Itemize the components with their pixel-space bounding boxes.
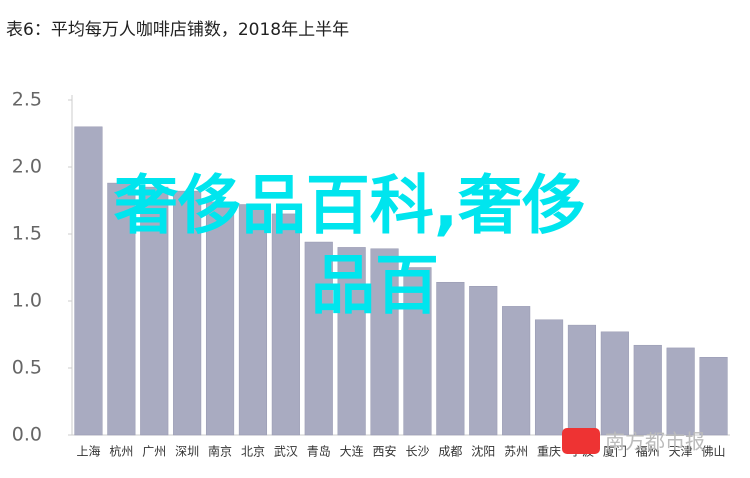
bar xyxy=(469,286,498,436)
y-tick-label: 1.5 xyxy=(12,223,42,245)
x-tick-label: 厦门 xyxy=(603,444,627,459)
bar xyxy=(699,357,728,436)
bar xyxy=(173,190,202,436)
x-tick-label: 北京 xyxy=(241,445,265,459)
x-tick-label: 重庆 xyxy=(537,445,561,459)
bar xyxy=(633,344,662,436)
bar xyxy=(271,213,300,436)
y-tick-label: 0.5 xyxy=(12,357,42,379)
bar xyxy=(304,241,333,436)
logo-badge xyxy=(562,428,600,454)
x-tick-label: 上海 xyxy=(76,444,100,459)
bar xyxy=(403,267,432,436)
x-tick-label: 深圳 xyxy=(175,445,199,459)
bar xyxy=(567,324,597,436)
x-tick-label: 广州 xyxy=(142,445,166,459)
x-tick-label: 天津 xyxy=(669,445,693,459)
chart-title: 表6：平均每万人咖啡店铺数，2018年上半年 xyxy=(6,20,349,40)
y-tick-label: 1.0 xyxy=(12,290,42,312)
bar xyxy=(370,248,399,436)
x-tick-label: 武汉 xyxy=(274,445,298,459)
x-tick-label: 沈阳 xyxy=(471,444,495,459)
x-tick-label: 西安 xyxy=(373,444,397,459)
bar xyxy=(140,186,169,436)
bar xyxy=(107,182,136,436)
watermark: 品百 xyxy=(311,250,439,324)
x-tick-label: 福州 xyxy=(636,444,660,459)
bar xyxy=(502,306,531,436)
bar xyxy=(600,331,629,436)
y-tick-label: 0.0 xyxy=(12,424,42,446)
watermark: 奢侈品百科,奢侈 xyxy=(114,170,586,244)
bar xyxy=(337,247,366,436)
x-tick-label: 成都 xyxy=(438,445,462,459)
x-tick-label: 苏州 xyxy=(504,445,528,459)
y-tick-label: 2.5 xyxy=(12,89,42,111)
y-tick-label: 2.0 xyxy=(12,156,42,178)
bar xyxy=(205,201,235,436)
x-tick-label: 杭州 xyxy=(109,444,133,459)
bar xyxy=(74,126,103,436)
logo-text: 南方都市报 xyxy=(605,430,705,454)
x-tick-label: 佛山 xyxy=(702,445,726,459)
x-tick-label: 南京 xyxy=(208,444,232,459)
bar xyxy=(534,319,564,436)
bar xyxy=(238,204,268,436)
bar xyxy=(666,347,695,436)
x-tick-label: 长沙 xyxy=(405,445,429,459)
bar xyxy=(436,281,465,436)
x-tick-label: 青岛 xyxy=(307,444,331,459)
x-tick-label: 大连 xyxy=(340,444,364,459)
